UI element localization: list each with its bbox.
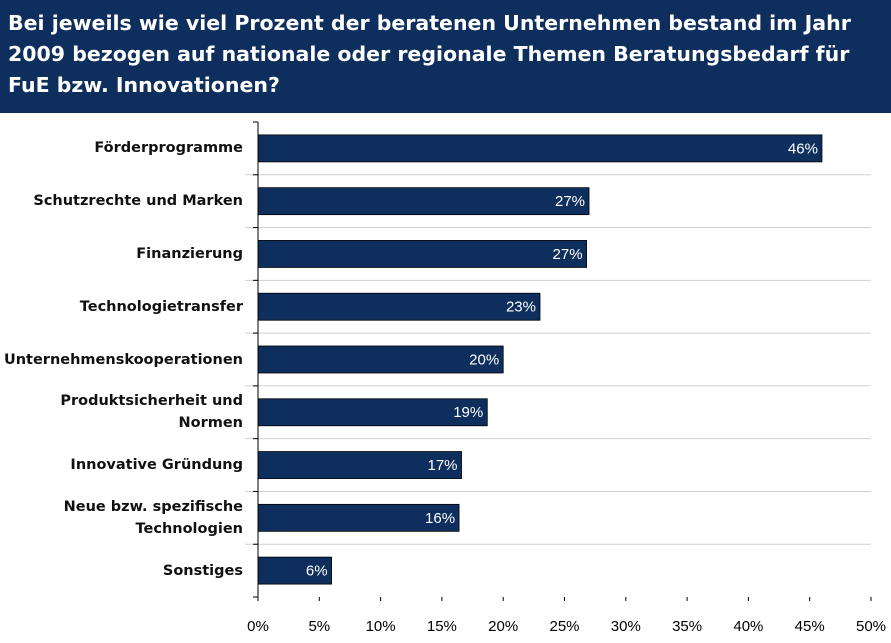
value-label: 23% (506, 299, 536, 316)
x-tick-label: 5% (308, 618, 330, 635)
x-tick-label: 40% (733, 618, 763, 635)
x-tick-label: 20% (488, 618, 518, 635)
y-tick-label: Schutzrechte und Marken (33, 193, 243, 210)
bar (257, 187, 590, 216)
bar (257, 240, 587, 268)
x-tick-label: 15% (427, 618, 457, 635)
x-tick-label: 50% (856, 618, 886, 635)
bar (257, 556, 332, 585)
value-label: 27% (555, 193, 585, 210)
value-label: 17% (427, 457, 457, 474)
y-tick-label: Innovative Gründung (70, 457, 243, 474)
bar (257, 292, 541, 321)
bar (257, 503, 460, 532)
value-label: 19% (453, 404, 483, 421)
x-tick-label: 35% (672, 618, 702, 635)
x-tick-label: 25% (549, 618, 579, 635)
y-tick-label: Unternehmenskooperationen (3, 351, 243, 368)
bar (257, 451, 462, 479)
x-tick-label: 30% (611, 618, 641, 635)
y-tick-label: Technologietransfer (79, 298, 243, 315)
value-label: 46% (788, 140, 818, 157)
bar (257, 134, 823, 163)
y-tick-label: Förderprogramme (94, 140, 243, 157)
x-tick-label: 10% (366, 618, 396, 635)
bar (257, 345, 504, 374)
bar (257, 398, 488, 427)
chart-title: Bei jeweils wie viel Prozent der beraten… (0, 0, 891, 113)
x-tick-label: 0% (247, 618, 269, 635)
y-tick-label: Produktsicherheit und Normen (60, 393, 243, 432)
y-tick-label: Sonstiges (162, 562, 243, 579)
x-tick-label: 45% (795, 618, 825, 635)
value-label: 6% (306, 563, 328, 580)
y-tick-label: Finanzierung (136, 245, 243, 262)
value-label: 27% (553, 246, 583, 263)
value-label: 20% (469, 351, 499, 368)
value-label: 16% (425, 510, 455, 527)
y-tick-label: Neue bzw. spezifische Technologien (63, 498, 243, 537)
